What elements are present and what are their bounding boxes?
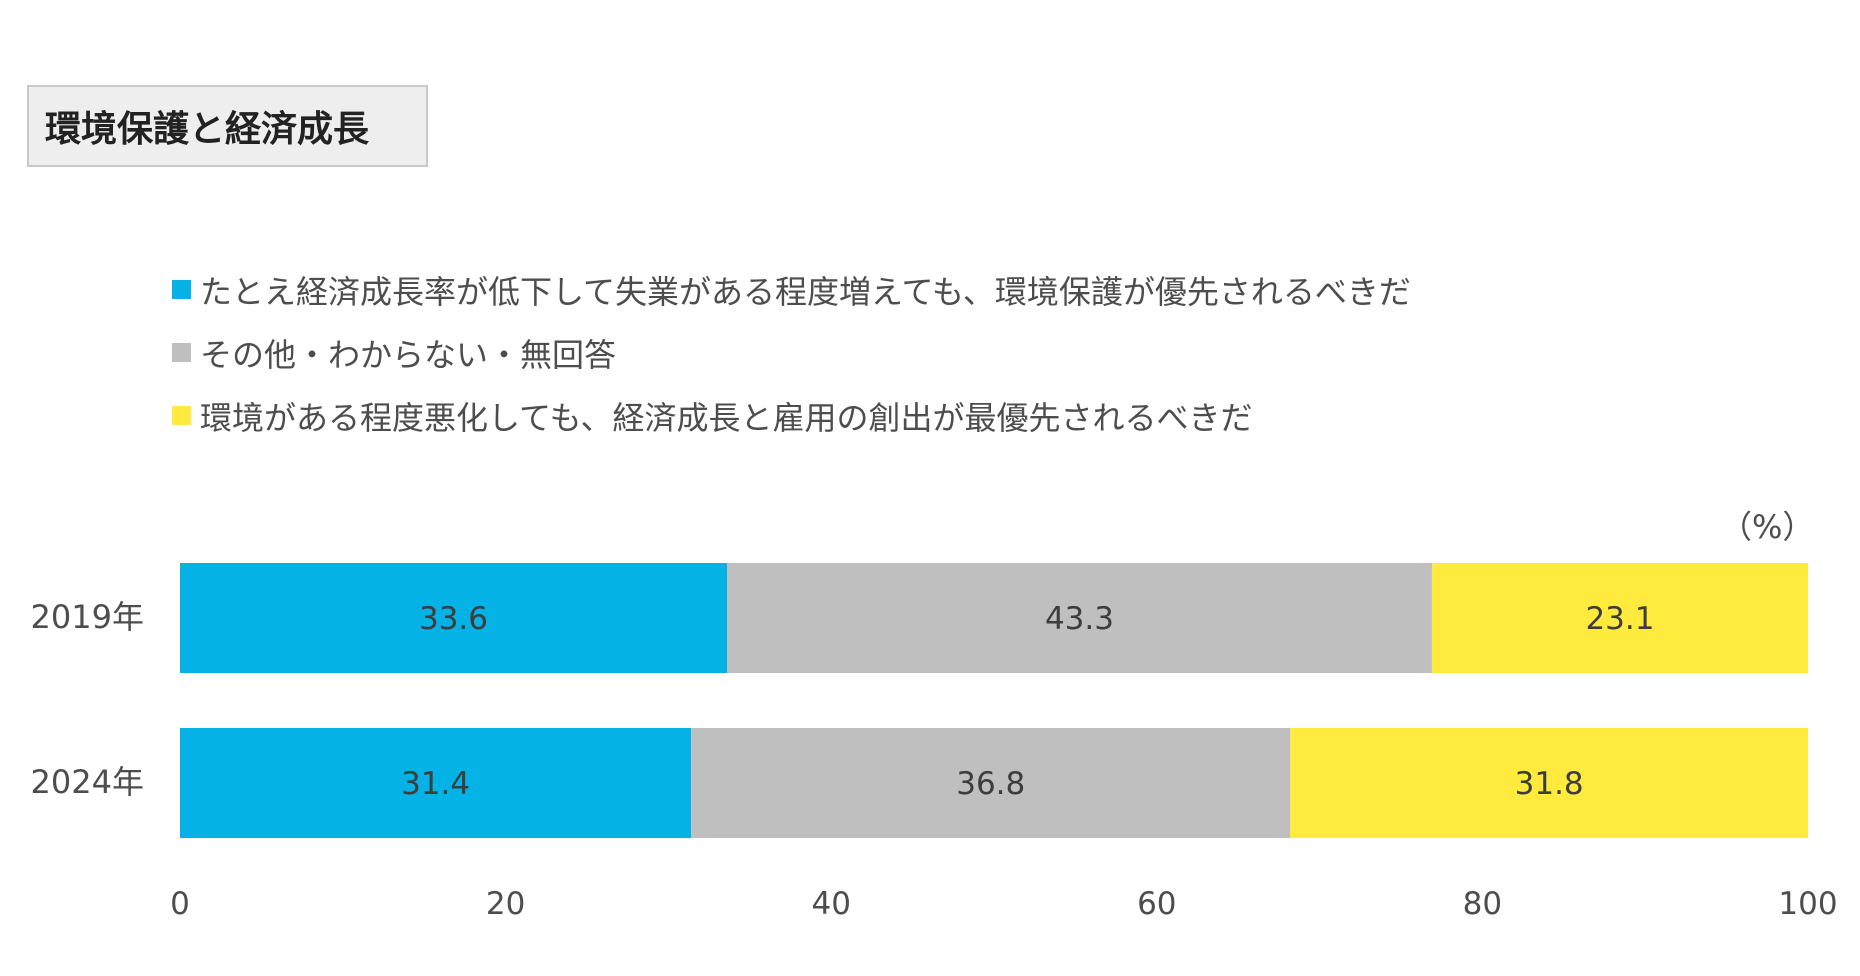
bar-value-label: 36.8 bbox=[956, 766, 1025, 802]
bar-segment bbox=[727, 563, 1432, 673]
legend: たとえ経済成長率が低下して失業がある程度増えても、環境保護が優先されるべきだ そ… bbox=[172, 258, 1411, 447]
x-tick-label: 20 bbox=[486, 886, 525, 922]
bar-value-label: 33.6 bbox=[419, 601, 488, 637]
bar-value-label: 31.4 bbox=[401, 766, 470, 802]
bar-value-label: 31.8 bbox=[1515, 766, 1584, 802]
x-tick-label: 80 bbox=[1463, 886, 1502, 922]
bar-segment bbox=[1290, 728, 1808, 838]
chart-title: 環境保護と経済成長 bbox=[45, 109, 370, 150]
bar-segment bbox=[180, 728, 692, 838]
bar-value-label: 43.3 bbox=[1045, 601, 1114, 637]
category-label: 2024年 bbox=[31, 763, 144, 801]
unit-label: （%） bbox=[1720, 508, 1815, 546]
bar-value-label: 23.1 bbox=[1585, 601, 1654, 637]
legend-item-economy-first: 環境がある程度悪化しても、経済成長と雇用の創出が最優先されるべきだ bbox=[172, 384, 1411, 447]
chart-title-box: 環境保護と経済成長 bbox=[27, 85, 428, 167]
x-tick-label: 0 bbox=[170, 886, 190, 922]
category-label: 2019年 bbox=[31, 598, 144, 636]
x-tick-label: 100 bbox=[1778, 886, 1837, 922]
legend-swatch-blue bbox=[172, 280, 191, 299]
bar-segment bbox=[691, 728, 1291, 838]
x-tick-label: 40 bbox=[811, 886, 850, 922]
x-tick-label: 60 bbox=[1137, 886, 1176, 922]
bar-segment bbox=[1431, 563, 1808, 673]
legend-label: たとえ経済成長率が低下して失業がある程度増えても、環境保護が優先されるべきだ bbox=[200, 272, 1411, 311]
legend-item-environment-first: たとえ経済成長率が低下して失業がある程度増えても、環境保護が優先されるべきだ bbox=[172, 258, 1411, 321]
legend-item-other: その他・わからない・無回答 bbox=[172, 321, 1411, 384]
legend-label: その他・わからない・無回答 bbox=[200, 335, 617, 374]
legend-swatch-yellow bbox=[172, 406, 191, 425]
bar-segment bbox=[180, 563, 728, 673]
legend-swatch-gray bbox=[172, 343, 191, 362]
legend-label: 環境がある程度悪化しても、経済成長と雇用の創出が最優先されるべきだ bbox=[200, 398, 1253, 437]
